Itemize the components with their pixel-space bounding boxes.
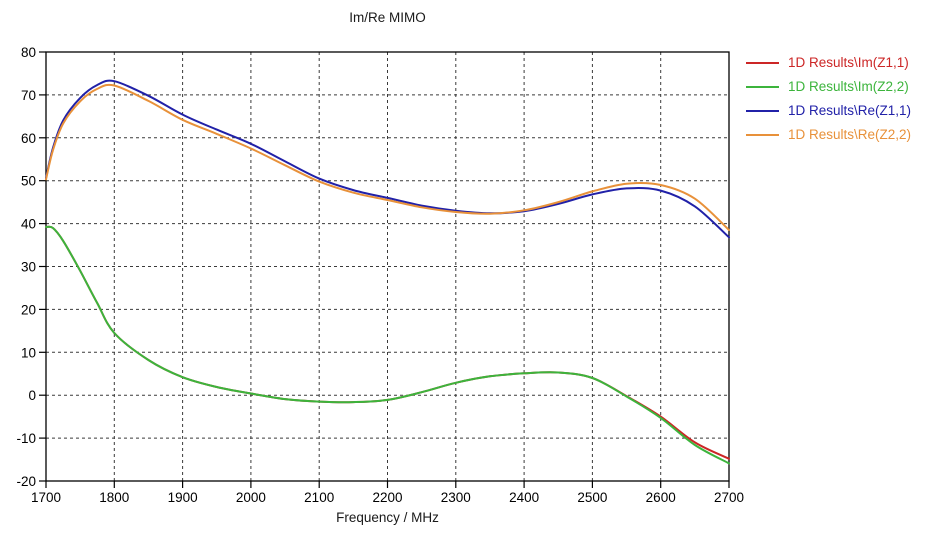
y-tick-label: 10 xyxy=(21,345,36,360)
y-tick-label: 50 xyxy=(21,174,36,189)
y-tick-label: 70 xyxy=(21,88,36,103)
legend-line-sample xyxy=(746,110,779,112)
legend-item-0[interactable]: 1D Results\Im(Z1,1) xyxy=(746,55,911,71)
y-tick-label: -20 xyxy=(16,474,36,489)
x-tick-label: 2700 xyxy=(714,490,744,505)
y-tick-label: 80 xyxy=(21,45,36,60)
x-tick-label: 2100 xyxy=(304,490,334,505)
legend-label: 1D Results\Re(Z2,2) xyxy=(788,127,912,142)
legend-item-3[interactable]: 1D Results\Re(Z2,2) xyxy=(746,127,911,143)
curve-series-3[interactable] xyxy=(45,83,730,231)
y-tick-label: 30 xyxy=(21,260,36,275)
legend: 1D Results\Im(Z1,1) 1D Results\Im(Z2,2) 1D… xyxy=(746,55,911,143)
legend-label: 1D Results\Re(Z1,1) xyxy=(788,103,912,118)
y-tick-label: 0 xyxy=(28,388,36,403)
chart-title: Im/Re MIMO xyxy=(349,10,426,25)
x-tick-label: 2500 xyxy=(577,490,607,505)
legend-line-sample xyxy=(746,86,779,88)
y-tick-label: 40 xyxy=(21,217,36,232)
legend-line-sample xyxy=(746,62,779,64)
x-tick-label: 1700 xyxy=(31,490,61,505)
y-tick-label: 20 xyxy=(21,302,36,317)
legend-label: 1D Results\Im(Z1,1) xyxy=(788,55,909,70)
x-tick-label: 2300 xyxy=(441,490,471,505)
legend-label: 1D Results\Im(Z2,2) xyxy=(788,79,909,94)
y-tick-label: 60 xyxy=(21,131,36,146)
curve-series-1[interactable] xyxy=(45,225,730,465)
x-axis-label: Frequency / MHz xyxy=(336,510,439,525)
legend-item-1[interactable]: 1D Results\Im(Z2,2) xyxy=(746,79,911,95)
x-tick-label: 2200 xyxy=(372,490,402,505)
x-tick-label: 1900 xyxy=(168,490,198,505)
legend-item-2[interactable]: 1D Results\Re(Z1,1) xyxy=(746,103,911,119)
legend-line-sample xyxy=(746,134,779,136)
plot-border xyxy=(45,51,730,482)
x-tick-label: 2000 xyxy=(236,490,266,505)
curve-series-2[interactable] xyxy=(45,79,730,239)
x-tick-label: 2600 xyxy=(646,490,676,505)
x-tick-label: 1800 xyxy=(99,490,129,505)
x-tick-label: 2400 xyxy=(509,490,539,505)
y-tick-label: -10 xyxy=(16,431,36,446)
